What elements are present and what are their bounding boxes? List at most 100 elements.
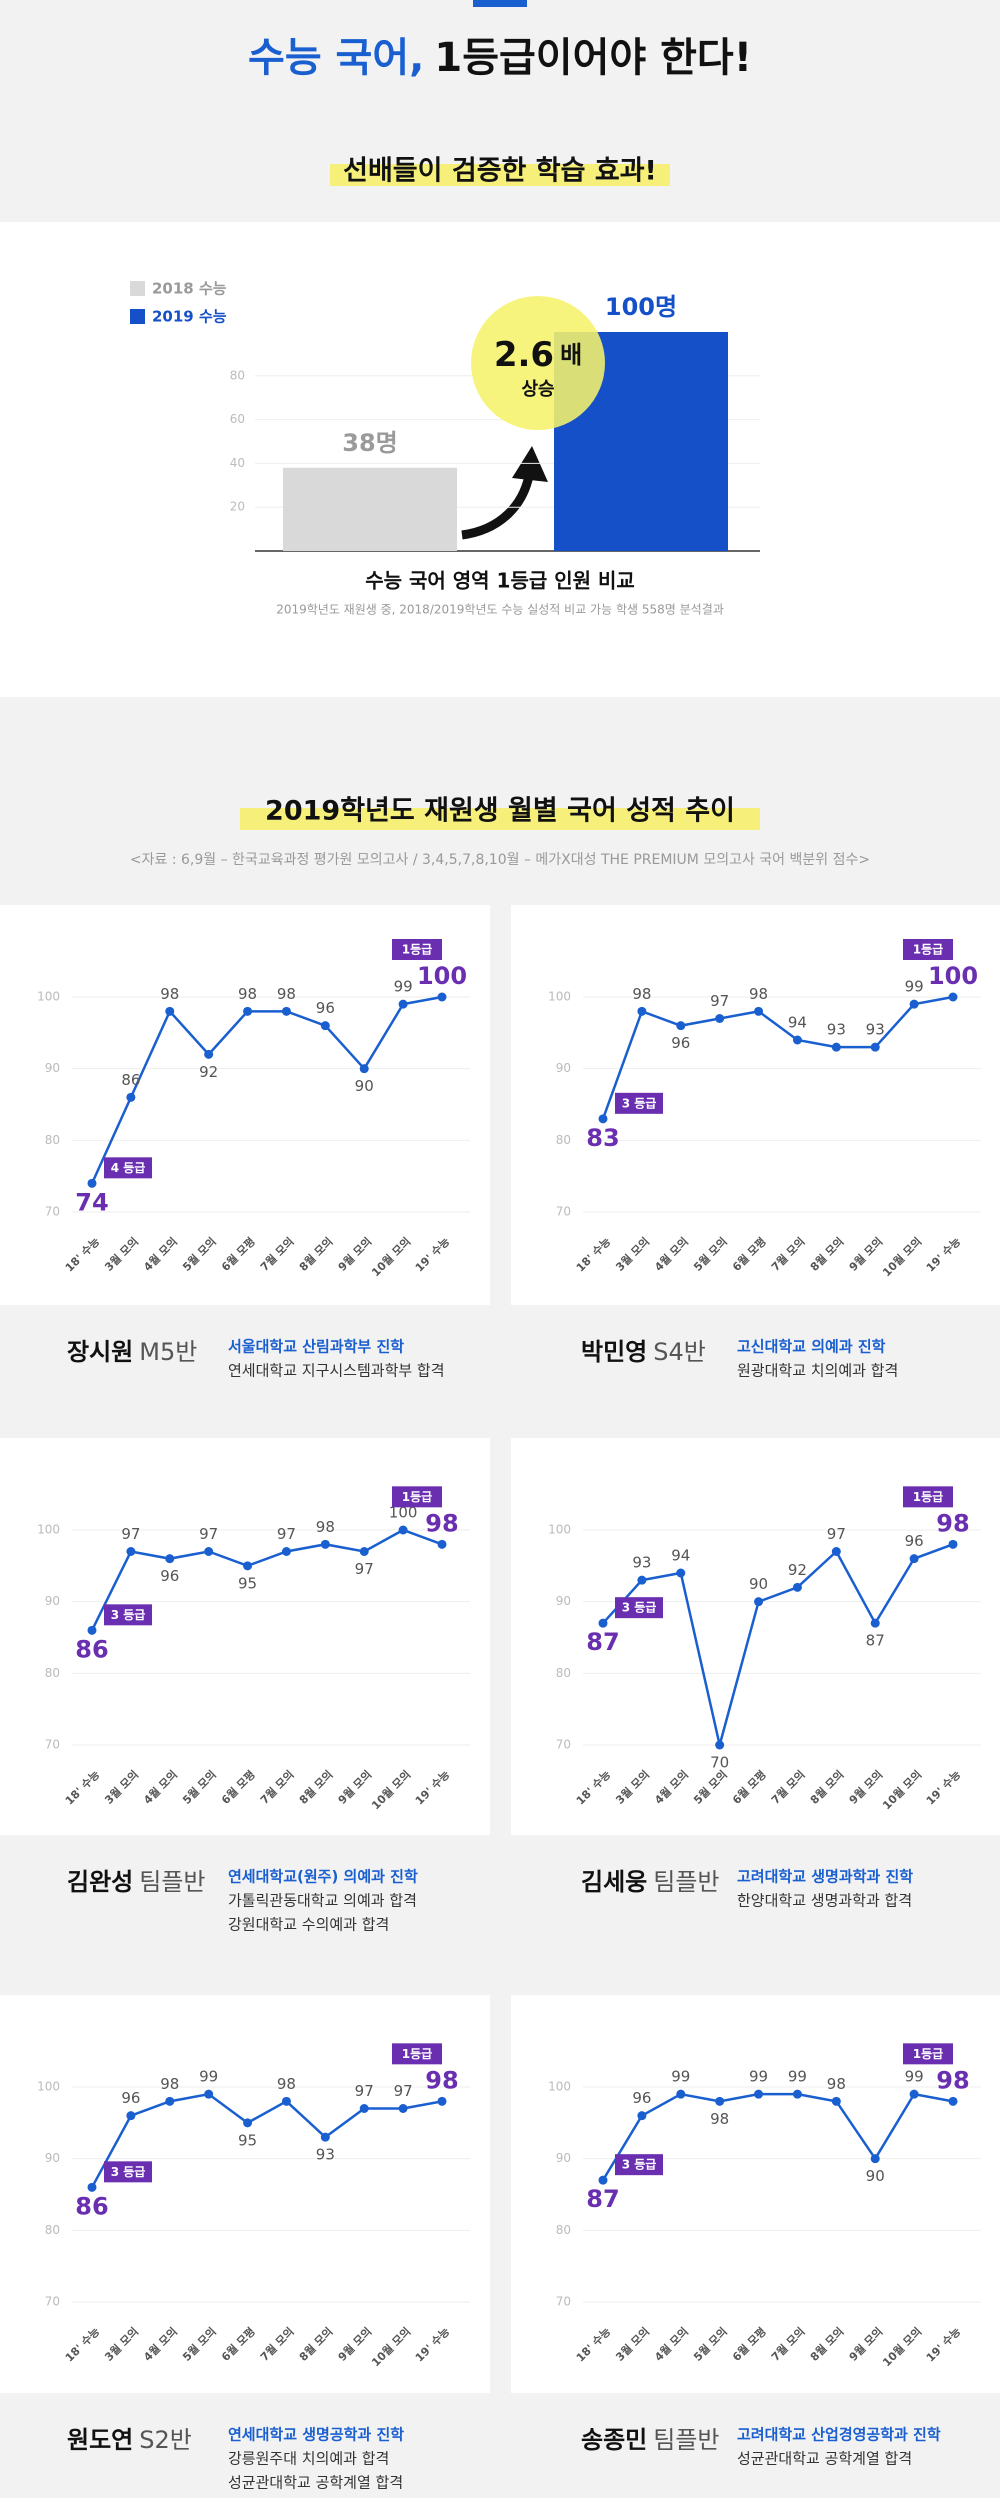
score-point (204, 1049, 214, 1059)
score-label: 96 (632, 2089, 651, 2107)
score-point (87, 1625, 97, 1635)
last-score-label: 100 (928, 962, 978, 990)
score-label: 92 (788, 1561, 807, 1579)
grade-badge-text: 3 등급 (622, 2158, 657, 2172)
bar-value-label: 100명 (605, 293, 677, 321)
score-point (792, 2089, 802, 2099)
score-point (398, 2104, 408, 2113)
score-point (126, 2111, 136, 2121)
score-point (204, 1547, 214, 1556)
student-school: 성균관대학교 공학계열 합격 (228, 2474, 403, 2492)
score-point (359, 1547, 369, 1556)
grade-badge (392, 939, 442, 960)
score-label: 92 (199, 1063, 218, 1081)
page-title: 수능 국어, 1등급이어야 한다! (248, 35, 752, 81)
legend-label: 2019 수능 (152, 308, 227, 326)
score-label: 98 (316, 1518, 335, 1536)
score-label: 98 (277, 985, 296, 1003)
student-class: 팀플반 (139, 1868, 205, 1896)
y-tick-label: 70 (556, 1205, 571, 1219)
score-label: 99 (671, 2068, 690, 2086)
subtitle: 선배들이 검증한 학습 효과! (343, 156, 657, 187)
score-point (87, 2182, 97, 2192)
score-label: 97 (827, 1525, 846, 1543)
score-point (754, 2089, 764, 2099)
bar-section (0, 222, 1000, 697)
student-class: 팀플반 (653, 1868, 719, 1896)
score-label: 94 (671, 1547, 690, 1565)
grade-badge-text: 1등급 (913, 943, 943, 957)
student-name: 원도연 S2반 (67, 2426, 192, 2454)
score-point (948, 992, 958, 1002)
section-title-highlight (240, 808, 760, 830)
score-point (948, 1539, 958, 1549)
ratio-label: 상승 (521, 379, 554, 400)
score-label: 95 (238, 1574, 257, 1592)
student-school: 한양대학교 생명과학과 합격 (737, 1892, 912, 1910)
score-point (437, 1539, 447, 1549)
score-label: 70 (710, 1754, 729, 1772)
score-label: 98 (238, 985, 257, 1003)
y-tick-label: 90 (45, 1061, 60, 1075)
score-line (90, 2092, 443, 2188)
y-tick-label: 80 (556, 2223, 571, 2237)
score-label: 96 (671, 1034, 690, 1052)
score-label: 98 (749, 985, 768, 1003)
y-tick-label: 80 (556, 1666, 571, 1680)
score-line (90, 1528, 443, 1631)
score-point (676, 1568, 686, 1578)
score-point (870, 1042, 880, 1052)
grade-badge (392, 2043, 442, 2065)
student-school: 고신대학교 의예과 진학 (737, 1338, 886, 1356)
score-label: 95 (238, 2131, 257, 2149)
score-point (359, 2104, 369, 2113)
score-point (243, 1006, 253, 1016)
score-point (948, 2096, 958, 2106)
student-school: 고려대학교 생명과학과 진학 (737, 1868, 913, 1886)
score-point (676, 2089, 686, 2099)
bar (283, 467, 457, 551)
score-point (637, 1006, 647, 1016)
grade-badge-text: 1등급 (402, 2047, 432, 2061)
score-point (831, 2096, 841, 2106)
student-name-text: 김세웅 (581, 1868, 647, 1896)
score-label: 98 (277, 2075, 296, 2093)
grade-badge (104, 1604, 152, 1626)
score-point (359, 1064, 369, 1074)
student-school: 강원대학교 수의예과 합격 (228, 1916, 389, 1934)
score-point (715, 1740, 725, 1750)
student-name-text: 원도연 (67, 2426, 133, 2454)
y-tick-label: 80 (45, 1133, 60, 1147)
grade-badge (392, 1486, 442, 1508)
student-class: M5반 (139, 1338, 197, 1366)
score-point (281, 1547, 291, 1556)
ratio-circle (471, 296, 605, 430)
grade-badge-text: 1등급 (913, 2047, 943, 2061)
grade-badge-text: 3 등급 (111, 2165, 146, 2179)
score-label: 98 (827, 2075, 846, 2093)
score-label: 99 (199, 2068, 218, 2086)
student-school: 성균관대학교 공학계열 합격 (737, 2450, 912, 2468)
score-point (792, 1035, 802, 1045)
score-label: 98 (160, 985, 179, 1003)
student-name-text: 송종민 (581, 2426, 647, 2454)
grade-badge (903, 2043, 953, 2065)
y-tick-label: 70 (556, 1738, 571, 1752)
y-tick-label: 60 (230, 412, 245, 426)
score-label: 96 (316, 999, 335, 1017)
score-point (126, 1547, 136, 1556)
legend-label: 2018 수능 (152, 280, 227, 298)
student-school: 원광대학교 치의예과 합격 (737, 1362, 898, 1380)
score-label: 94 (788, 1014, 807, 1032)
y-tick-label: 90 (45, 1594, 60, 1608)
subtitle-highlight (330, 164, 670, 186)
score-point (437, 992, 447, 1002)
student-name: 김완성 팀플반 (67, 1868, 206, 1896)
score-label: 97 (710, 992, 729, 1010)
y-tick-label: 100 (37, 990, 60, 1004)
student-name-text: 박민영 (581, 1338, 647, 1366)
first-score-label: 87 (586, 2185, 619, 2213)
score-label: 93 (866, 1021, 885, 1039)
